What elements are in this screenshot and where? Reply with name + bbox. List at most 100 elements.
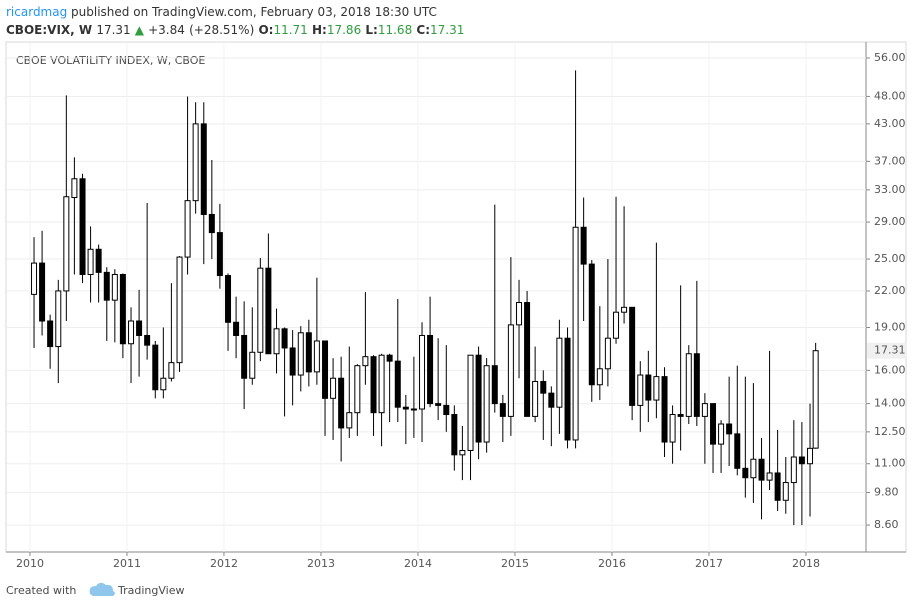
candle-body (750, 458, 757, 479)
last-price: 17.31 (96, 23, 130, 37)
ohlc-value: 17.31 (430, 23, 464, 37)
candle-body (370, 356, 377, 414)
candle-body (225, 275, 232, 323)
candle-body (128, 320, 135, 345)
chart-title: CBOE VOLATILITY INDEX, W, CBOE (16, 54, 205, 67)
candle-body (677, 414, 684, 417)
candle-body (621, 306, 628, 313)
candle-body (685, 353, 692, 417)
candle-body (378, 354, 385, 414)
candle-body (427, 334, 434, 405)
created-with: Created with (6, 584, 76, 597)
y-tick-label: 16.00 (874, 363, 906, 376)
candle-body (483, 365, 490, 443)
candle-body (653, 376, 660, 401)
candle-body (71, 178, 78, 199)
y-tick-label: 29.00 (874, 215, 906, 228)
y-tick-label: 19.00 (874, 320, 906, 333)
candle-body (95, 248, 102, 273)
candle-body (596, 368, 603, 386)
candle-body (313, 340, 320, 373)
ohlc-value: 11.71 (273, 23, 307, 37)
y-tick-label: 12.50 (874, 425, 906, 438)
change-pct: (+28.51%) (189, 23, 254, 37)
y-tick-label: 56.00 (874, 51, 906, 64)
candle-body (669, 414, 676, 443)
candle-body (742, 467, 749, 479)
candle-body (726, 423, 733, 435)
x-tick-label: 2014 (404, 557, 432, 570)
candle-body (39, 262, 46, 322)
candle-body (152, 344, 159, 391)
candle-body (491, 365, 498, 405)
candle-body (233, 321, 240, 336)
candle-body (766, 472, 773, 481)
x-tick-label: 2010 (16, 557, 44, 570)
candle-body (289, 347, 296, 376)
candle-body (136, 320, 143, 336)
candle-body (176, 256, 183, 364)
candle-body (160, 377, 167, 391)
change: +3.84 (148, 23, 185, 37)
candle-body (604, 337, 611, 370)
candle-body (265, 267, 272, 355)
last-price-label: 17.31 (874, 344, 906, 357)
candle-body (31, 262, 38, 295)
symbol-legend: CBOE:VIX, W 17.31 ▲ +3.84 (+28.51%) O:11.… (6, 23, 464, 37)
candle-body (807, 447, 814, 465)
candle-body (87, 248, 94, 275)
candle-body (661, 376, 668, 443)
y-tick-label: 14.00 (874, 397, 906, 410)
candle-body (524, 302, 531, 417)
candle-body (168, 362, 175, 379)
candle-body (580, 226, 587, 265)
author[interactable]: ricardmag (6, 5, 67, 19)
candle-body (394, 360, 401, 408)
candle-body (79, 178, 86, 275)
up-arrow: ▲ (135, 23, 145, 37)
candle-body (200, 123, 207, 215)
candle-body (435, 403, 442, 406)
candle-body (63, 196, 70, 292)
x-tick-label: 2011 (113, 557, 141, 570)
brand-logo (89, 582, 115, 596)
candle-body (548, 392, 555, 408)
published: published on TradingView.com, February 0… (71, 5, 437, 19)
x-tick-label: 2015 (501, 557, 529, 570)
candle-body (451, 414, 458, 456)
candle-body (718, 423, 725, 445)
candle-body (564, 337, 571, 441)
y-tick-label: 11.00 (874, 457, 906, 470)
ohlc-value: 11.68 (378, 23, 412, 37)
ohlc-label: C: (416, 23, 430, 37)
y-tick-label: 43.00 (874, 117, 906, 130)
candle-body (629, 306, 636, 406)
candle-body (55, 290, 62, 348)
x-tick-label: 2017 (695, 557, 723, 570)
candle-body (443, 404, 450, 416)
candle-body (637, 374, 644, 406)
candle-body (467, 354, 474, 451)
candle-body (103, 271, 110, 301)
ohlc-label: L: (365, 23, 377, 37)
candle-body (257, 267, 264, 353)
candle-body (588, 263, 595, 386)
candle-body (330, 377, 337, 399)
ohlc-label: O: (258, 23, 273, 37)
candle-body (281, 328, 288, 349)
candle-body (402, 406, 409, 410)
candle-body (419, 334, 426, 410)
y-tick-label: 48.00 (874, 89, 906, 102)
candle-body (386, 354, 393, 362)
candle-body (354, 365, 361, 414)
candle-body (572, 226, 579, 441)
candle-body (305, 332, 312, 373)
candle-body (710, 403, 717, 445)
candle-body (346, 412, 353, 429)
y-tick-label: 33.00 (874, 183, 906, 196)
x-tick-label: 2018 (792, 557, 820, 570)
candle-body (297, 332, 304, 376)
candle-body (798, 456, 805, 465)
candle-body (556, 337, 563, 408)
brand-link[interactable]: TradingView (117, 584, 184, 597)
